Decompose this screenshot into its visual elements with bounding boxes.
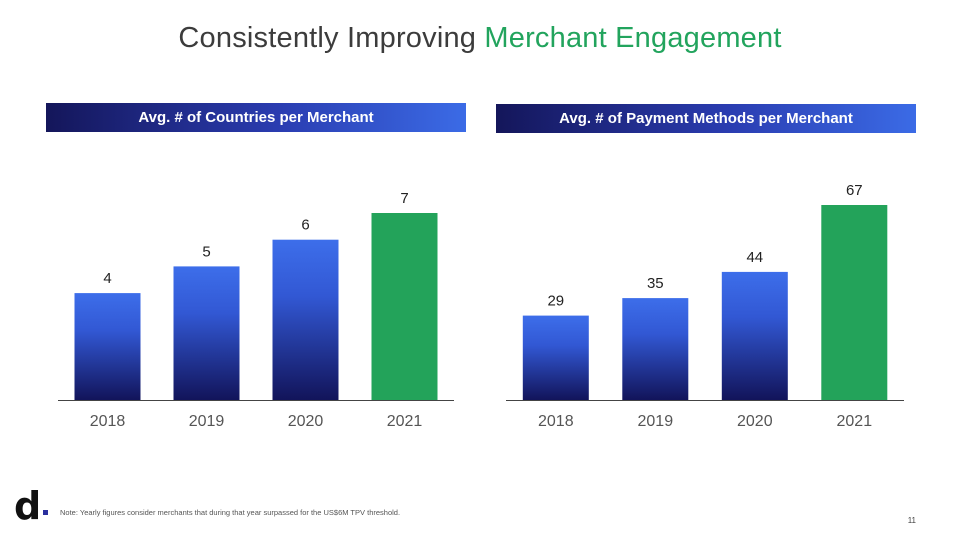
x-tick-payments-2018: 2018 <box>538 413 574 430</box>
data-label-countries-2018: 4 <box>103 270 111 287</box>
footnote: Note: Yearly figures consider merchants … <box>60 508 401 517</box>
bar-payments-2021 <box>821 205 888 400</box>
x-tick-payments-2019: 2019 <box>638 413 674 430</box>
chart-title-countries: Avg. # of Countries per Merchant <box>46 103 466 132</box>
data-label-payments-2021: 67 <box>846 182 863 199</box>
x-tick-countries-2021: 2021 <box>387 413 423 430</box>
bar-payments-2020 <box>721 271 788 400</box>
bar-payments-2019 <box>622 298 689 400</box>
bar-countries-2018 <box>74 293 141 400</box>
slide-title-accent: Merchant Engagement <box>484 22 782 54</box>
x-tick-payments-2021: 2021 <box>837 413 873 430</box>
bar-countries-2019 <box>173 266 240 400</box>
slide-title: Consistently Improving Merchant Engageme… <box>0 22 960 55</box>
bar-countries-2021 <box>371 213 438 400</box>
bar-payments-2018 <box>522 315 589 400</box>
data-label-payments-2019: 35 <box>647 275 664 292</box>
x-tick-countries-2019: 2019 <box>189 413 225 430</box>
bar-countries-2020 <box>272 239 339 400</box>
data-label-countries-2021: 7 <box>400 190 408 207</box>
data-label-payments-2020: 44 <box>746 249 763 266</box>
data-label-countries-2020: 6 <box>301 217 309 234</box>
x-tick-countries-2020: 2020 <box>288 413 324 430</box>
slide-title-prefix: Consistently Improving <box>178 22 485 54</box>
data-label-payments-2018: 29 <box>547 293 564 310</box>
company-logo: d <box>14 484 42 528</box>
data-label-countries-2019: 5 <box>202 243 210 260</box>
chart-title-payment-methods: Avg. # of Payment Methods per Merchant <box>496 104 916 133</box>
x-tick-payments-2020: 2020 <box>737 413 773 430</box>
logo-dot-icon <box>43 510 48 515</box>
x-tick-countries-2018: 2018 <box>90 413 126 430</box>
page-number: 11 <box>907 516 916 525</box>
